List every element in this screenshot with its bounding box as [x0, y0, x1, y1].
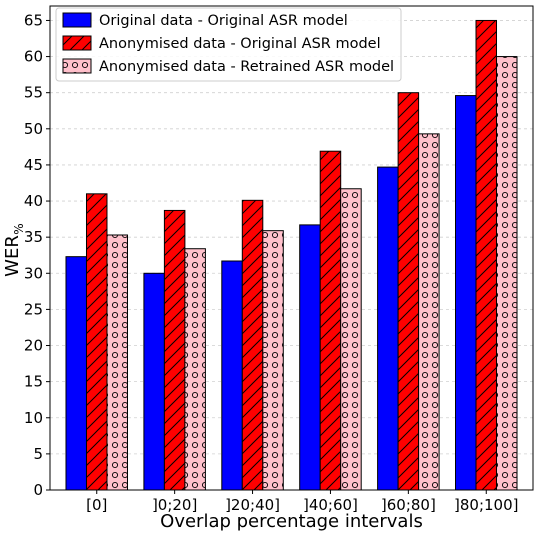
- bar-solid-0: [65, 256, 87, 491]
- y-tick-label: 50: [24, 120, 43, 138]
- y-tick-label: 45: [24, 156, 43, 174]
- bar-hatch-5: [475, 19, 498, 491]
- x-axis-ticks: [0] ]0;20] ]20;40] ]40;60] ]60;80] ]80;100]: [86, 490, 519, 514]
- bar-hatch-2: [241, 199, 264, 491]
- x-tick-label: ]60;80]: [381, 496, 436, 514]
- y-tick-label: 10: [24, 409, 43, 427]
- bar-hatch-0: [85, 193, 108, 491]
- y-axis-label-subscript: %: [12, 223, 26, 234]
- y-tick-label: 5: [33, 445, 43, 463]
- y-tick-label: 55: [24, 84, 43, 102]
- bar-circles-5: [496, 56, 518, 491]
- bar-circles-1: [184, 248, 206, 491]
- y-tick-label: 0: [33, 481, 43, 499]
- bar-circles-3: [340, 188, 362, 491]
- bar-circles-2: [262, 230, 284, 491]
- x-tick-label: ]40;60]: [303, 496, 358, 514]
- bar-circles-0: [106, 234, 128, 491]
- y-tick-label: 15: [24, 373, 43, 391]
- legend-frame: [55, 7, 402, 82]
- bar-solid-1: [143, 272, 165, 491]
- x-tick-label: ]0;20]: [152, 496, 197, 514]
- legend: Original data - Original ASR model Anonym…: [55, 7, 402, 82]
- plot-frame: [49, 5, 534, 491]
- y-tick-label: 30: [24, 264, 43, 282]
- y-tick-label: 60: [24, 48, 43, 66]
- bar-circles-4: [418, 133, 440, 491]
- bar-solid-5: [455, 95, 477, 491]
- x-tick-label: [0]: [86, 496, 107, 514]
- y-axis-label-group: WER %: [2, 223, 26, 277]
- legend-label: Anonymised data - Original ASR model: [99, 36, 381, 52]
- bar-hatch-1: [163, 209, 186, 491]
- legend-label: Anonymised data - Retrained ASR model: [99, 59, 394, 75]
- bar-solid-4: [377, 166, 399, 491]
- bar-hatch-4: [397, 92, 420, 491]
- y-tick-label: 25: [24, 300, 43, 318]
- legend-label: Original data - Original ASR model: [99, 13, 348, 29]
- x-tick-label: ]20;40]: [225, 496, 280, 514]
- y-tick-label: 40: [24, 192, 43, 210]
- bar-hatch-3: [319, 150, 342, 491]
- x-axis-label: Overlap percentage intervals: [160, 511, 423, 532]
- legend-swatch-circles: [62, 58, 92, 74]
- y-axis-ticks: 0 5 10 15 20 25 30 35 40 45 50 55 60 65: [24, 11, 50, 499]
- bar-solid-2: [221, 260, 243, 491]
- legend-swatch-hatch: [62, 35, 92, 51]
- bar-solid-3: [299, 224, 321, 491]
- legend-swatch-solid: [62, 12, 92, 28]
- y-tick-label: 65: [24, 11, 43, 29]
- y-axis-label: WER: [2, 235, 23, 277]
- bars-group: [65, 19, 518, 491]
- y-tick-label: 20: [24, 337, 43, 355]
- x-tick-label: ]80;100]: [454, 496, 518, 514]
- y-tick-label: 35: [24, 228, 43, 246]
